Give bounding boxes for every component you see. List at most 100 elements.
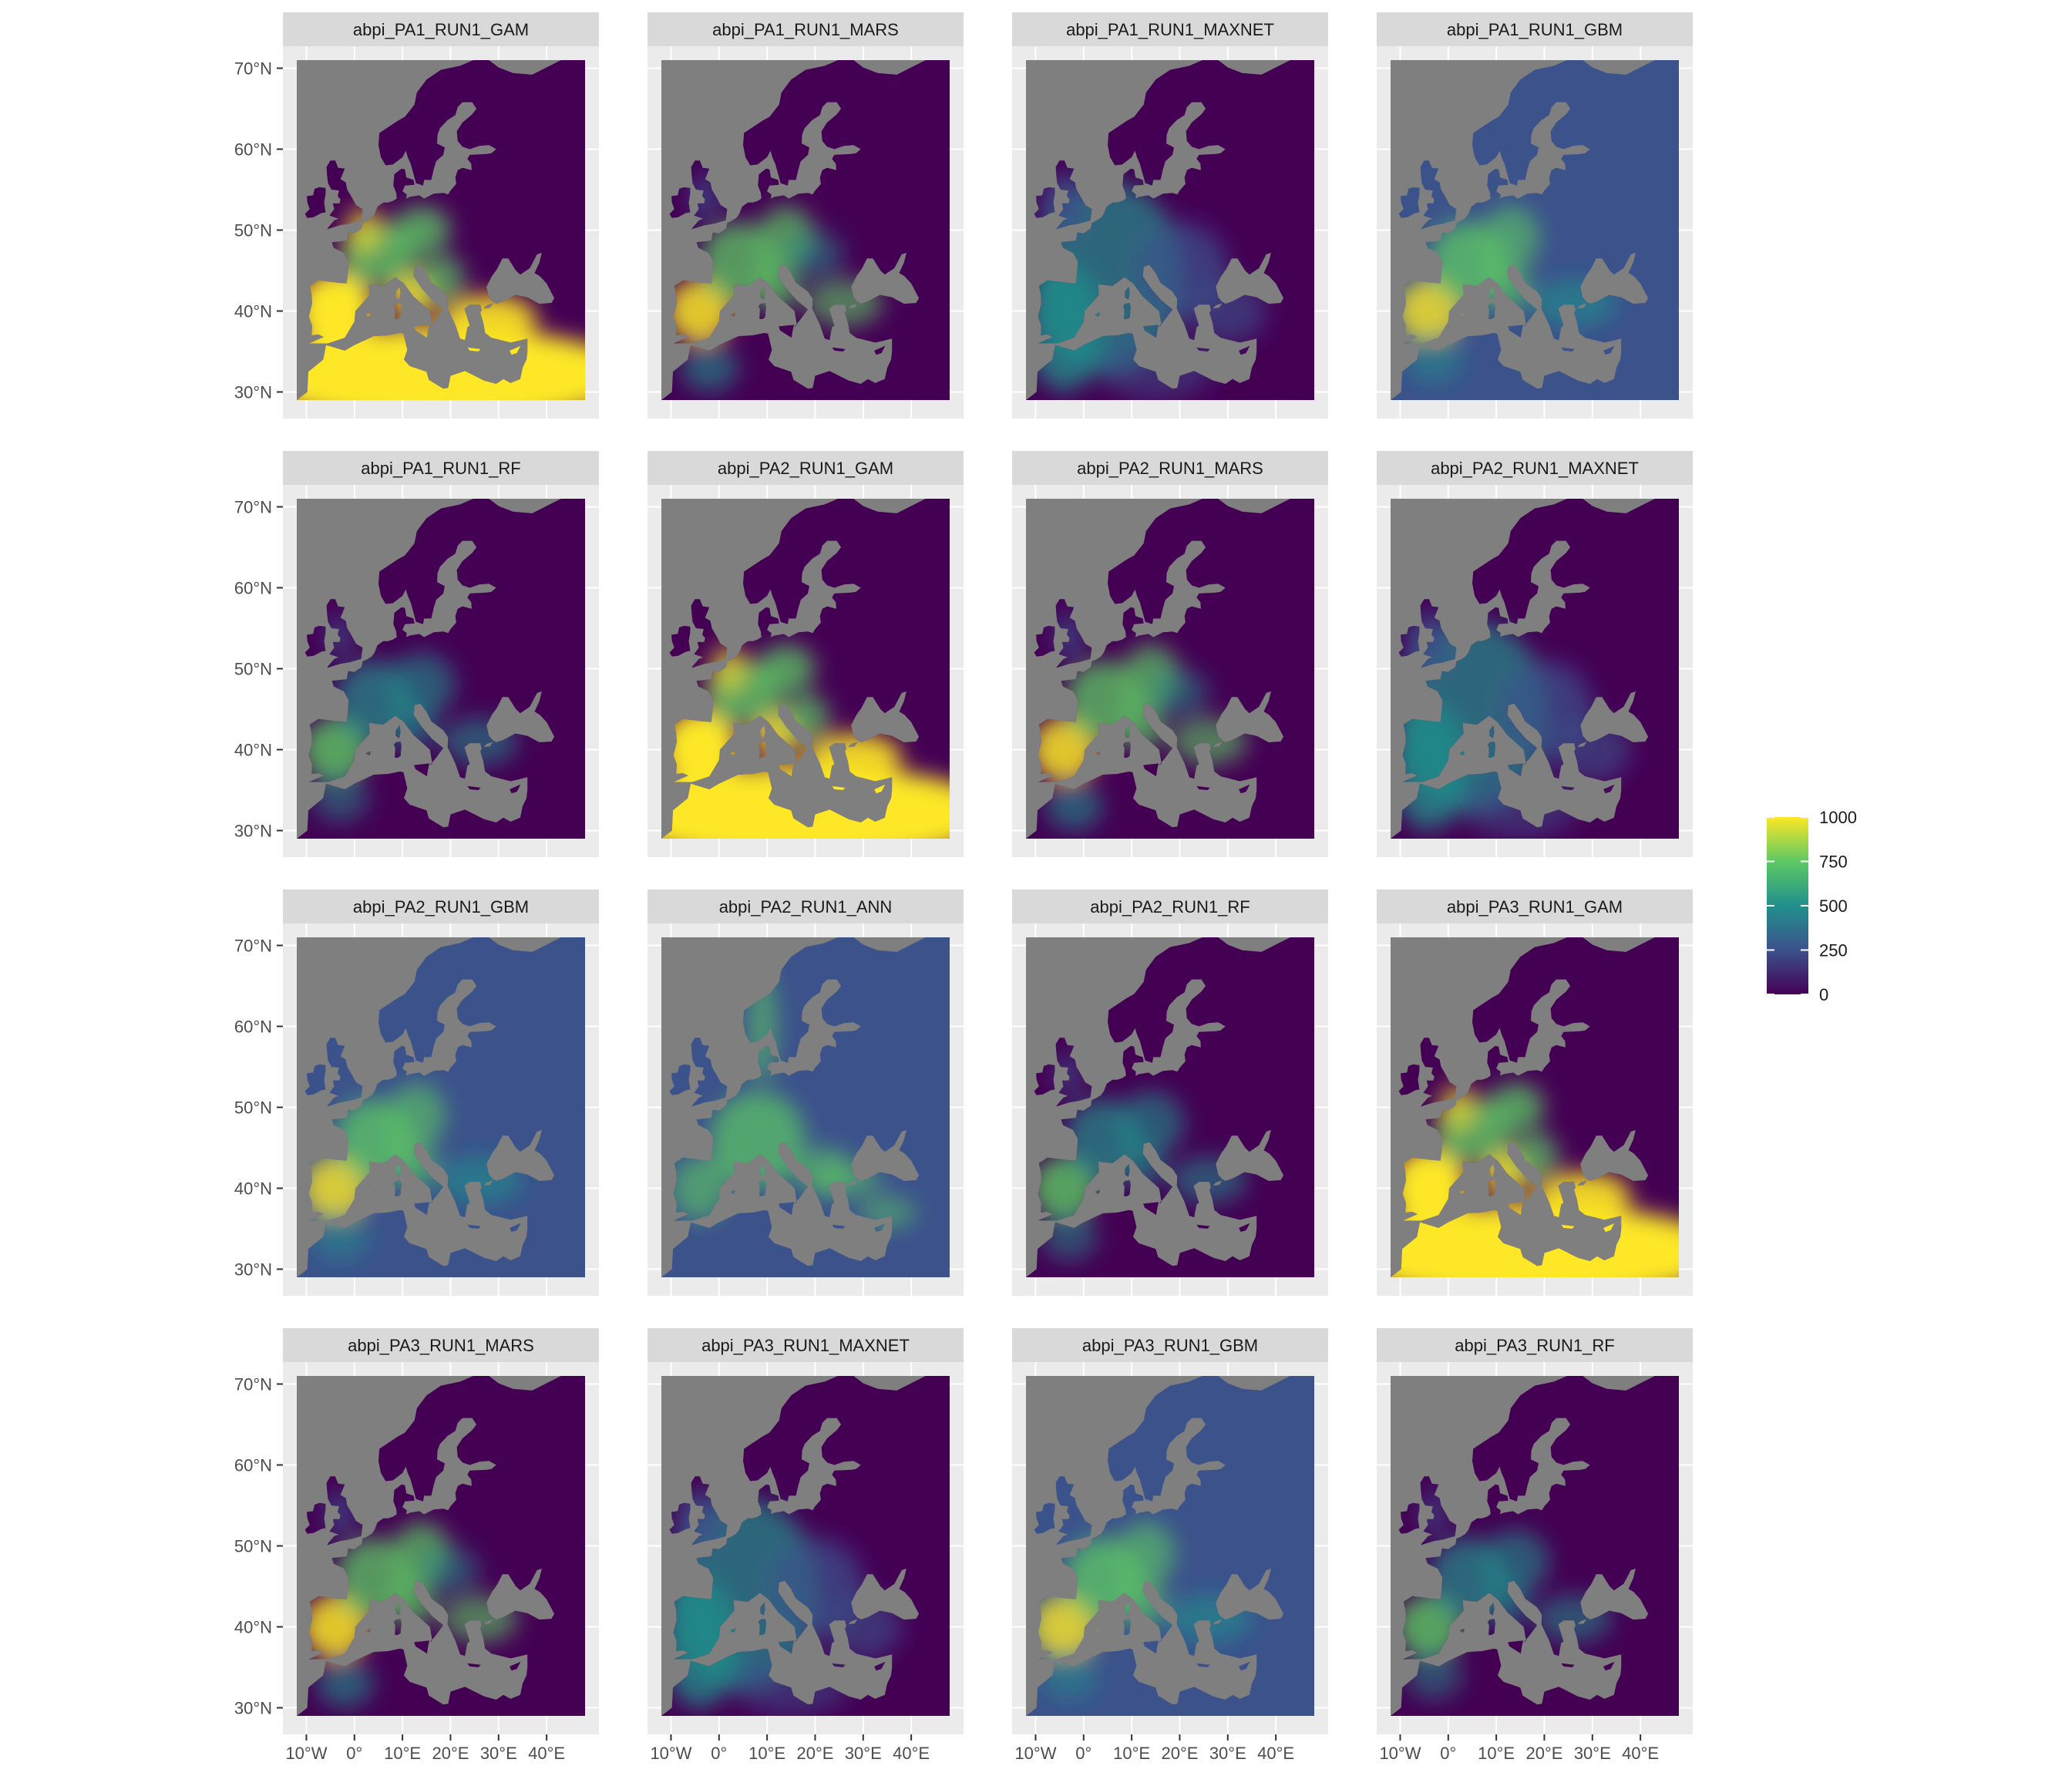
x-tick-label: 10°W — [285, 1744, 327, 1763]
facet-strip — [1012, 890, 1328, 923]
facet-panel: abpi_PA1_RUN1_MAXNET — [1012, 12, 1328, 419]
facet-strip — [1012, 451, 1328, 485]
suitability-hotspot — [1438, 1083, 1478, 1132]
facet-panel: abpi_PA2_RUN1_GAM — [648, 451, 964, 857]
facet-panel: abpi_PA2_RUN1_GBM — [283, 890, 599, 1296]
x-tick-label: 30°E — [1209, 1744, 1246, 1763]
x-tick-label: 30°E — [1574, 1744, 1611, 1763]
suitability-hotspot — [680, 343, 738, 392]
suitability-hotspot — [311, 774, 369, 822]
facet-title: abpi_PA3_RUN1_RF — [1455, 1336, 1614, 1355]
y-tick-label: 40°N — [234, 1179, 272, 1199]
x-tick-label: 20°E — [1161, 1744, 1198, 1763]
suitability-hotspot — [1534, 1172, 1631, 1221]
facet-title: abpi_PA2_RUN1_GAM — [718, 459, 893, 478]
suitability-hotspot — [786, 230, 844, 279]
x-tick-label: 10°E — [384, 1744, 421, 1763]
suitability-hotspot — [1117, 1091, 1185, 1156]
x-tick-label: 0° — [346, 1744, 362, 1763]
x-tick-label: 0° — [711, 1744, 727, 1763]
y-tick-label: 50°N — [234, 1537, 272, 1556]
facet-strip — [283, 12, 599, 46]
suitability-hotspot — [1044, 782, 1103, 831]
y-tick-label: 70°N — [234, 59, 272, 79]
x-tick-label: 40°E — [1257, 1744, 1294, 1763]
y-tick-label: 70°N — [234, 1375, 272, 1394]
facet-title: abpi_PA2_RUN1_RF — [1090, 897, 1250, 917]
facet-strip — [1012, 12, 1328, 46]
y-tick-label: 50°N — [234, 221, 272, 240]
x-tick-label: 40°E — [1622, 1744, 1659, 1763]
suitability-hotspot — [1117, 1522, 1176, 1586]
suitability-hotspot — [1482, 1529, 1549, 1595]
suitability-hotspot — [1151, 668, 1209, 718]
x-tick-label: 0° — [1440, 1744, 1456, 1763]
facet-title: abpi_PA1_RUN1_MARS — [712, 20, 899, 39]
x-tick-label: 10°E — [1113, 1744, 1150, 1763]
x-tick-label: 30°E — [480, 1744, 517, 1763]
facet-panel: abpi_PA1_RUN1_GBM — [1377, 12, 1693, 419]
facet-strip — [283, 451, 599, 485]
y-tick-label: 70°N — [234, 498, 272, 517]
facet-strip — [1377, 1328, 1693, 1362]
suitability-hotspot — [709, 644, 748, 693]
x-tick-label: 10°E — [1478, 1744, 1515, 1763]
facet-panel: abpi_PA2_RUN1_RF — [1012, 890, 1328, 1296]
suitability-hotspot — [709, 1091, 806, 1189]
legend-label: 750 — [1819, 853, 1848, 872]
legend: 0 250 500 750 1000 — [1767, 808, 1857, 1004]
x-tick-label: 0° — [1075, 1744, 1092, 1763]
facet-panel: abpi_PA3_RUN1_MAXNET — [648, 1328, 964, 1734]
y-tick-label: 40°N — [234, 741, 272, 760]
facet-strip — [283, 890, 599, 923]
legend-label: 250 — [1819, 941, 1848, 960]
y-tick-label: 50°N — [234, 660, 272, 679]
y-tick-label: 60°N — [234, 579, 272, 598]
suitability-hotspot — [441, 294, 537, 344]
facet-panel: abpi_PA1_RUN1_MARS — [648, 12, 964, 419]
facet-title: abpi_PA1_RUN1_RF — [361, 459, 520, 478]
x-tick-label: 20°E — [796, 1744, 833, 1763]
facet-panel: abpi_PA1_RUN1_RF — [283, 451, 599, 857]
y-tick-label: 50°N — [234, 1098, 272, 1118]
facet-panel: abpi_PA3_RUN1_MARS — [283, 1328, 599, 1734]
suitability-hotspot — [388, 1083, 446, 1148]
facet-panel: abpi_PA3_RUN1_GBM — [1012, 1328, 1328, 1734]
legend-label: 0 — [1819, 985, 1828, 1004]
y-tick-label: 30°N — [234, 1699, 272, 1718]
y-tick-label: 30°N — [234, 822, 272, 841]
y-tick-label: 30°N — [234, 383, 272, 402]
suitability-hotspot — [1040, 1213, 1098, 1261]
facet-panel: abpi_PA1_RUN1_GAM — [283, 12, 599, 419]
suitability-hotspot — [806, 733, 902, 782]
suitability-hotspot — [671, 1155, 729, 1221]
facet-title: abpi_PA2_RUN1_MARS — [1077, 459, 1263, 478]
suitability-hotspot — [1482, 206, 1540, 271]
x-tick-label: 40°E — [893, 1744, 930, 1763]
facet-strip — [648, 890, 964, 923]
facet-panel: abpi_PA3_RUN1_RF — [1377, 1328, 1693, 1734]
facet-strip — [1012, 1328, 1328, 1362]
facet-strip — [648, 1328, 964, 1362]
facet-panel: abpi_PA2_RUN1_ANN — [648, 890, 964, 1296]
suitability-hotspot — [392, 206, 451, 254]
suitability-hotspot — [311, 1213, 369, 1261]
x-tick-label: 20°E — [432, 1744, 469, 1763]
y-tick-label: 40°N — [234, 1618, 272, 1637]
y-tick-label: 70°N — [234, 937, 272, 956]
x-tick-label: 30°E — [845, 1744, 882, 1763]
facet-title: abpi_PA3_RUN1_MAXNET — [701, 1336, 910, 1355]
x-axis: 10°W 0° 10°E 20°E 30°E 40°E 10°W 0° 10°E 20°E 30°E… — [285, 1734, 1659, 1763]
suitability-hotspot — [1404, 335, 1463, 384]
facet-title: abpi_PA3_RUN1_GBM — [1082, 1336, 1258, 1355]
x-tick-label: 10°W — [650, 1744, 691, 1763]
facet-title: abpi_PA2_RUN1_ANN — [719, 897, 893, 917]
suitability-hotspot — [1486, 1083, 1545, 1132]
facet-title: abpi_PA1_RUN1_GAM — [353, 20, 529, 39]
x-tick-label: 20°E — [1525, 1744, 1562, 1763]
x-tick-label: 10°W — [1379, 1744, 1421, 1763]
facet-title: abpi_PA2_RUN1_GBM — [353, 897, 529, 917]
y-tick-label: 60°N — [234, 140, 272, 160]
facet-title: abpi_PA3_RUN1_GAM — [1447, 897, 1623, 917]
facet-title: abpi_PA2_RUN1_MAXNET — [1431, 459, 1639, 478]
